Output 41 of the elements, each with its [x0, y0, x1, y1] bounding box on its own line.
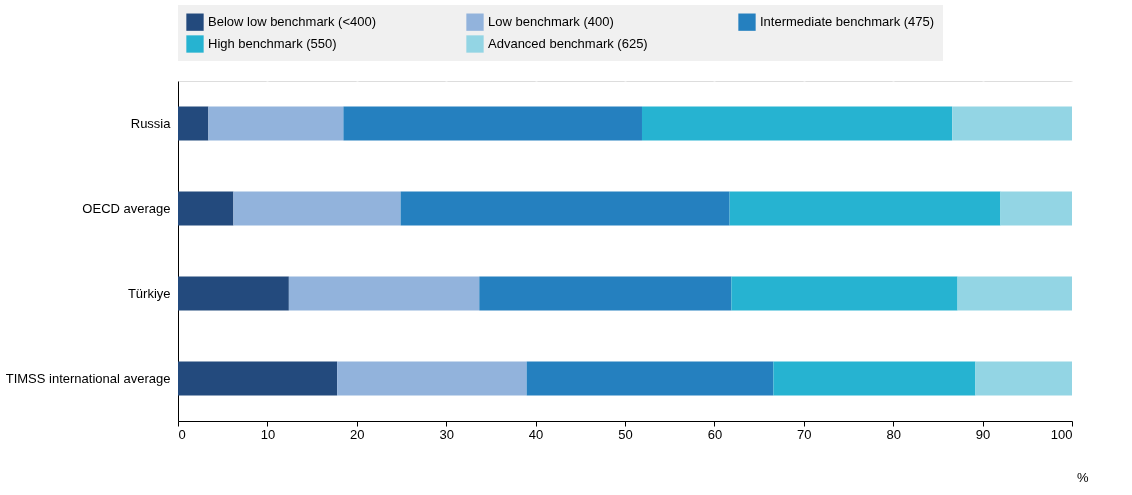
bar	[729, 191, 1001, 226]
bar	[178, 191, 234, 226]
bar	[178, 106, 209, 141]
legend-label: Below low benchmark (<400)	[208, 14, 376, 30]
bar	[641, 106, 953, 141]
bar	[731, 276, 958, 311]
legend-label: Low benchmark (400)	[488, 14, 614, 30]
x-tick-label: 40	[528, 426, 544, 442]
x-axis-title: %	[1076, 469, 1089, 485]
x-tick-label: 80	[886, 426, 901, 442]
legend-label: Advanced benchmark (625)	[488, 36, 648, 51]
bar	[337, 361, 527, 396]
x-tick-label: 10	[260, 426, 276, 442]
x-tick-label: 50	[618, 426, 633, 442]
bar	[178, 361, 338, 396]
legend-label: High benchmark (550)	[208, 36, 337, 51]
y-tick-label: Türkiye	[127, 285, 171, 301]
bar	[400, 191, 730, 226]
x-tick-label: 100	[1050, 426, 1073, 442]
x-tick-label: 90	[975, 426, 991, 442]
legend-label: Intermediate benchmark (475)	[760, 14, 935, 30]
y-tick-label: OECD average	[82, 200, 171, 216]
bar	[957, 276, 1072, 311]
y-tick-label: TIMSS international average	[5, 370, 171, 386]
x-tick-label: 20	[350, 426, 365, 442]
x-tick-label: 0	[178, 426, 186, 442]
bar	[178, 276, 289, 311]
bar	[975, 361, 1072, 396]
x-tick-label: 30	[439, 426, 454, 442]
bar	[1000, 191, 1072, 226]
bar	[233, 191, 401, 226]
y-tick-label: Russia	[130, 115, 172, 131]
x-tick-label: 60	[707, 426, 723, 442]
bar	[526, 361, 774, 396]
bar	[773, 361, 976, 396]
x-tick-label: 70	[797, 426, 812, 442]
bar	[479, 276, 732, 311]
bar	[288, 276, 480, 311]
bar	[208, 106, 344, 141]
bar	[952, 106, 1072, 141]
bar	[343, 106, 642, 141]
